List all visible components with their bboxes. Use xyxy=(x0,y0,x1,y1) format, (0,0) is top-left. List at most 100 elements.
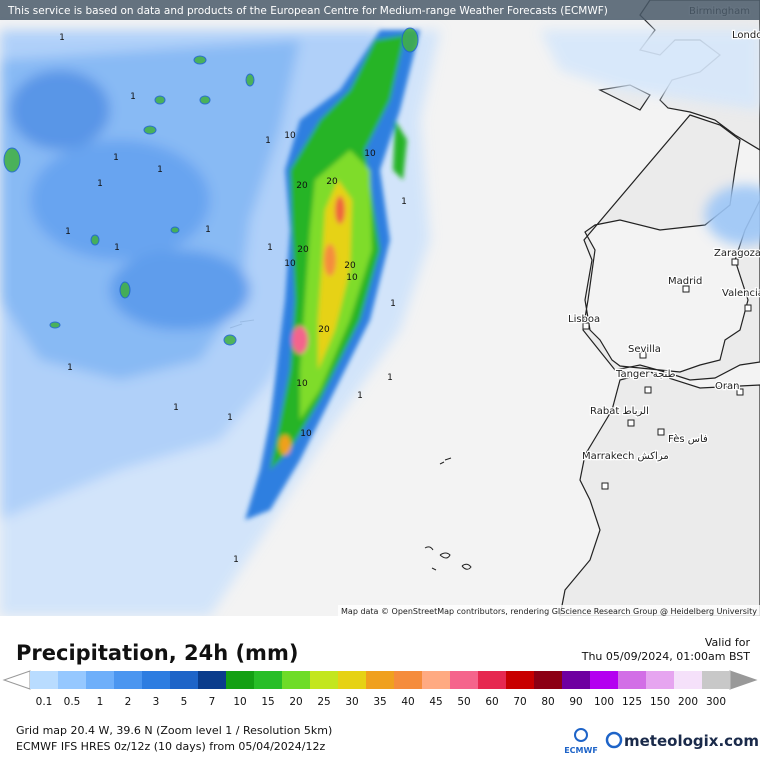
scale-swatch xyxy=(422,671,451,689)
scale-label: 30 xyxy=(345,696,358,708)
scale-swatch xyxy=(646,671,675,689)
scale-swatch xyxy=(450,671,479,689)
place-marker xyxy=(731,258,739,266)
scale-swatch xyxy=(338,671,367,689)
scale-label: 2 xyxy=(125,696,132,708)
contour-label: 20 xyxy=(318,325,330,335)
contour-label: 1 xyxy=(173,403,179,413)
brand-text: meteologix.com xyxy=(624,732,759,750)
scale-swatch xyxy=(366,671,395,689)
contour-label: 1 xyxy=(267,243,273,253)
banner: This service is based on data and produc… xyxy=(7,5,608,17)
scale-swatch xyxy=(506,671,535,689)
color-scale: 0.1 0.5 1 2 3 5 7 10 15 20 25 30 35 40 45 50 60 70 80 90 100… xyxy=(2,670,758,708)
place-marker xyxy=(627,419,635,427)
scale-swatch xyxy=(170,671,199,689)
scale-swatch xyxy=(310,671,339,689)
scale-swatch xyxy=(478,671,507,689)
contour-label: 1 xyxy=(113,153,119,163)
contour-label: 1 xyxy=(65,227,71,237)
place-labels: BirminghamLondonZaragozaMadridValenciaLi… xyxy=(567,5,760,490)
contour-label: 10 xyxy=(364,149,376,159)
valid-label: Valid for xyxy=(705,636,751,649)
scale-label: 100 xyxy=(594,696,614,708)
contour-label: 10 xyxy=(300,429,312,439)
place-label: Fès فاس xyxy=(668,433,708,445)
place-label: Madrid xyxy=(668,276,702,287)
contour-label: 1 xyxy=(157,165,163,175)
scale-label: 0.5 xyxy=(64,696,81,708)
place-marker xyxy=(682,285,690,293)
scale-label: 300 xyxy=(706,696,726,708)
scale-label: 5 xyxy=(181,696,188,708)
contour-label: 1 xyxy=(227,413,233,423)
scale-swatch xyxy=(394,671,423,689)
scale-label: 150 xyxy=(650,696,670,708)
precipitation-field xyxy=(0,27,760,616)
place-marker xyxy=(744,304,752,312)
scale-label: 3 xyxy=(153,696,160,708)
legend-title: Precipitation, 24h (mm) xyxy=(16,641,298,665)
scale-label: 200 xyxy=(678,696,698,708)
scale-swatch xyxy=(58,671,87,689)
contour-label: 10 xyxy=(284,259,296,269)
scale-swatch xyxy=(590,671,619,689)
scale-label: 60 xyxy=(485,696,498,708)
valid-time: Thu 05/09/2024, 01:00am BST xyxy=(581,650,751,663)
scale-swatch xyxy=(198,671,227,689)
scale-label: 125 xyxy=(622,696,642,708)
place-label: London xyxy=(732,30,760,41)
contour-label: 1 xyxy=(59,33,65,43)
place-label: Sevilla xyxy=(628,344,661,355)
scale-swatch xyxy=(282,671,311,689)
contour-label: 10 xyxy=(346,273,358,283)
contour-label: 20 xyxy=(326,177,338,187)
scale-swatch xyxy=(618,671,647,689)
place-label: Valencia xyxy=(722,288,760,299)
scale-swatch xyxy=(674,671,703,689)
scale-label: 0.1 xyxy=(36,696,53,708)
scale-label: 45 xyxy=(429,696,442,708)
scale-swatch xyxy=(114,671,143,689)
scale-swatch xyxy=(86,671,115,689)
contour-label: 1 xyxy=(97,179,103,189)
scale-label: 40 xyxy=(401,696,414,708)
contour-label: 1 xyxy=(233,555,239,565)
place-marker xyxy=(582,322,590,330)
scale-swatch xyxy=(702,671,731,689)
contour-label: 20 xyxy=(297,245,309,255)
scale-label: 50 xyxy=(457,696,470,708)
scale-swatch xyxy=(226,671,255,689)
contour-label: 1 xyxy=(390,299,396,309)
scale-swatch xyxy=(562,671,591,689)
place-marker xyxy=(644,386,652,394)
contour-label: 20 xyxy=(344,261,356,271)
scale-label: 7 xyxy=(209,696,216,708)
scale-label: 10 xyxy=(233,696,246,708)
scale-swatch xyxy=(142,671,171,689)
scale-label: 35 xyxy=(373,696,386,708)
scale-swatch xyxy=(30,671,59,689)
scale-swatch xyxy=(254,671,283,689)
scale-label: 15 xyxy=(261,696,274,708)
grid-info: Grid map 20.4 W, 39.6 N (Zoom level 1 / … xyxy=(16,724,332,737)
place-marker xyxy=(639,351,647,359)
place-label: Oran xyxy=(715,381,739,392)
place-marker xyxy=(657,428,665,436)
place-label: Tanger طنجة xyxy=(615,369,676,380)
attribution: Map data © OpenStreetMap contributors, r… xyxy=(341,607,757,616)
place-label: Zaragoza xyxy=(714,248,760,259)
place-label: Rabat الرباط xyxy=(590,406,649,417)
contour-label: 1 xyxy=(114,243,120,253)
attribution-bg xyxy=(338,605,760,616)
place-marker xyxy=(736,388,744,396)
scale-label: 70 xyxy=(513,696,526,708)
scale-label: 20 xyxy=(289,696,302,708)
contour-label: 10 xyxy=(296,379,308,389)
model-info: ECMWF IFS HRES 0z/12z (10 days) from 05/… xyxy=(16,740,326,753)
place-label: Marrakech مراكش xyxy=(582,451,669,462)
